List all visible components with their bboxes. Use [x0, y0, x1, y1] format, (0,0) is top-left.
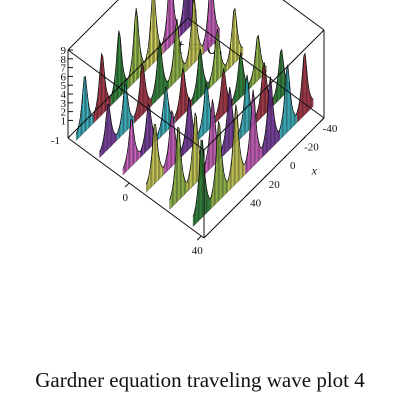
surface-strip [212, 99, 214, 168]
x-tick [263, 173, 269, 179]
surface-strip [182, 68, 185, 116]
z-min-label: -1 [51, 135, 60, 147]
surface-strip [184, 0, 186, 33]
box-edge [67, 17, 189, 139]
box-edge [67, 137, 205, 239]
surface-strip [130, 119, 133, 168]
surface-strip [211, 0, 214, 47]
surface-strip [148, 103, 150, 150]
x-tick [301, 136, 306, 141]
surface-strip [171, 110, 174, 168]
surface-strip [226, 181, 228, 194]
surface-strip [210, 0, 212, 48]
surface-strip [168, 0, 170, 49]
surface-strip [170, 0, 173, 47]
box-edge [67, 49, 205, 151]
x-tick [319, 117, 325, 123]
z-tick-label: 5 [61, 80, 67, 92]
surface-strip [115, 134, 118, 143]
z-tick-label: 6 [61, 71, 67, 83]
surface-strip [192, 0, 195, 65]
surface-strip [84, 76, 86, 133]
surface-strip [188, 97, 191, 150]
surface-strip [241, 46, 244, 57]
surface-strip [153, 0, 155, 64]
surface-strip [189, 0, 191, 28]
surface-strip [169, 0, 171, 48]
surface-strip [126, 78, 129, 91]
surface-strip [208, 197, 211, 211]
surface-strip [165, 86, 168, 133]
x-tick-label: 0 [290, 160, 296, 172]
surface-strip [162, 166, 164, 177]
surface-strip [256, 35, 259, 82]
surface-strip [92, 115, 94, 125]
surface-strip [177, 127, 180, 202]
surface-strip [101, 53, 103, 116]
z-tick-label: 7 [61, 63, 67, 75]
z-tick-label: 3 [61, 98, 67, 110]
z-tick-label: 4 [61, 89, 67, 101]
surface-strip [218, 121, 220, 202]
box-edge [187, 17, 325, 119]
surface-strip [311, 97, 314, 109]
x-tick-label: 20 [269, 179, 281, 191]
x-tick [282, 154, 288, 160]
z-tick-label: 2 [61, 107, 67, 119]
y-tick-label: 0 [122, 192, 128, 204]
surface-strip [185, 181, 188, 194]
surface-strip [280, 49, 282, 100]
y-tick [196, 235, 202, 241]
box-edge [282, 0, 325, 31]
surface-strip [243, 163, 246, 177]
surface-strip [132, 116, 135, 125]
z-tick-label: 8 [61, 54, 67, 66]
surface-strip [194, 112, 197, 185]
surface-strip [239, 52, 242, 100]
surface-layer [75, 0, 314, 227]
surface-strip [185, 0, 187, 32]
surface-strip [286, 64, 288, 134]
surface-strip [152, 0, 154, 65]
x-axis-label: x [311, 163, 318, 177]
z-tick-label: 9 [61, 45, 67, 57]
surface-ridge [99, 0, 220, 153]
box-edge [67, 0, 119, 51]
surface-strip [216, 29, 218, 82]
surface-strip [159, 40, 162, 99]
surface-strip [208, 0, 211, 49]
z-tick-label: 1 [61, 115, 67, 127]
surface-strip [138, 151, 141, 160]
x-tick-label: 40 [250, 197, 262, 209]
surface-strip [172, 0, 174, 45]
surface-ridge [192, 52, 314, 217]
y-tick [124, 182, 130, 188]
surface-strip [303, 53, 306, 117]
surface-strip [107, 104, 110, 151]
x-tick-label: -20 [304, 142, 319, 154]
surface-strip [109, 97, 111, 108]
y-tick-label: 40 [192, 245, 204, 257]
surface-strip [233, 8, 236, 65]
box-edge [203, 29, 325, 151]
figure-caption: Gardner equation traveling wave plot 4 [35, 368, 365, 392]
surface-strip [154, 124, 156, 185]
x-tick [245, 192, 250, 197]
surface-strip [142, 62, 144, 116]
x-tick-label: -40 [323, 123, 338, 135]
surface-strip [200, 139, 203, 219]
surface-ridge [122, 7, 244, 169]
